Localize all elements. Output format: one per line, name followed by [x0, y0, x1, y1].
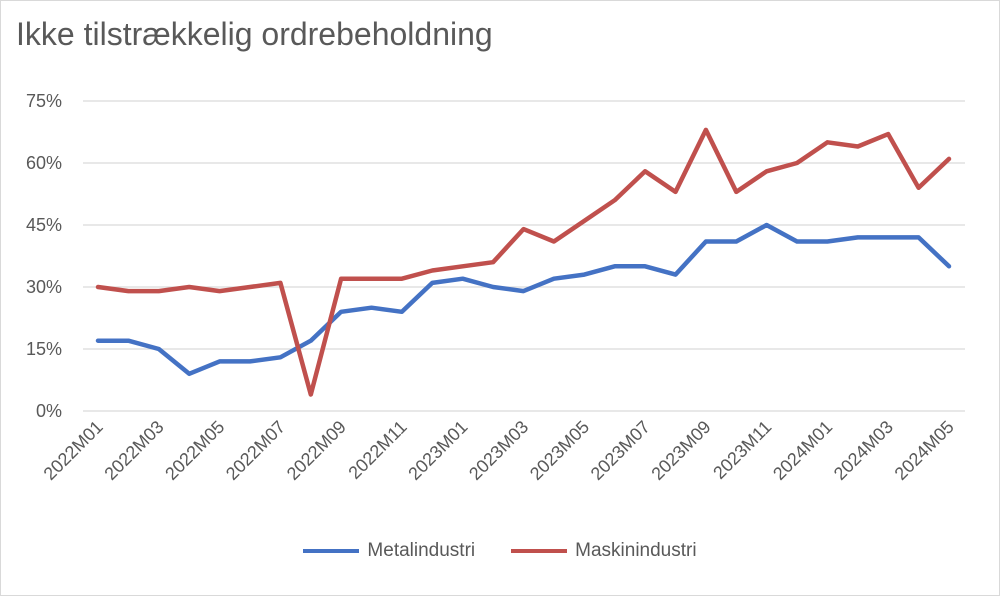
series-line-metalindustri: [95, 222, 952, 377]
x-tick-label: 2023M05: [526, 417, 593, 484]
x-tick-label: 2023M09: [647, 417, 714, 484]
x-tick-label: 2024M05: [891, 417, 958, 484]
legend-swatch-maskinindustri: [511, 549, 568, 553]
x-axis-tick-labels: 2022M012022M032022M052022M072022M092022M…: [40, 417, 958, 484]
x-tick-label: 2024M01: [769, 417, 836, 484]
y-tick-label: 45%: [26, 215, 62, 235]
legend-label-metalindustri: Metalindustri: [367, 540, 476, 561]
y-tick-label: 60%: [26, 153, 62, 173]
legend-item-metalindustri: Metalindustri: [303, 540, 475, 562]
x-tick-label: 2022M07: [222, 417, 289, 484]
series-lines: [95, 127, 952, 397]
gridlines: [83, 100, 965, 412]
x-tick-label: 2022M03: [100, 417, 167, 484]
y-tick-label: 15%: [26, 339, 62, 359]
x-tick-label: 2024M03: [830, 417, 897, 484]
x-tick-label: 2023M01: [404, 417, 471, 484]
x-tick-label: 2023M07: [587, 417, 654, 484]
x-tick-label: 2022M01: [40, 417, 107, 484]
x-tick-label: 2023M11: [709, 417, 775, 483]
series-line-maskinindustri: [95, 127, 952, 397]
y-tick-label: 75%: [26, 91, 62, 111]
x-tick-label: 2022M11: [344, 417, 410, 483]
chart-title: Ikke tilstrækkelig ordrebeholdning: [16, 16, 493, 52]
legend-item-maskinindustri: Maskinindustri: [511, 540, 697, 562]
x-tick-label: 2023M03: [465, 417, 532, 484]
x-tick-label: 2022M05: [161, 417, 228, 484]
y-tick-label: 30%: [26, 277, 62, 297]
y-axis-tick-labels: 0% 15% 30% 45% 60% 75%: [26, 91, 62, 421]
legend-swatch-metalindustri: [303, 549, 360, 553]
legend-label-maskinindustri: Maskinindustri: [575, 540, 697, 561]
y-tick-label: 0%: [36, 401, 62, 421]
x-tick-label: 2022M09: [283, 417, 350, 484]
legend: Metalindustri Maskinindustri: [0, 540, 1000, 562]
